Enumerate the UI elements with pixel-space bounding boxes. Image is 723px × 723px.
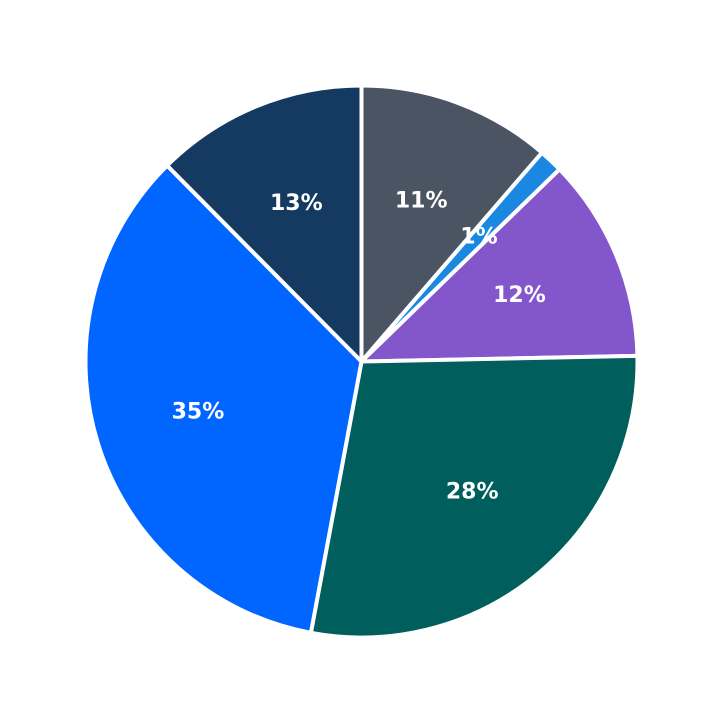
pie-slice-label-5: 35% [172,399,225,424]
pie-slices [83,83,640,640]
pie-slice-label-3: 12% [493,283,546,308]
pie-slice-label-1: 11% [395,189,448,214]
pie-labels: 11% 1% 12% 28% 35% 13% [172,189,546,505]
pie-slice-label-6: 13% [270,191,323,216]
pie-slice-5 [83,163,364,635]
pie-slice-label-4: 28% [446,480,499,505]
pie-slice-3 [359,167,640,364]
pie-slice-6 [165,83,364,364]
pie-slice-1 [359,83,544,364]
pie-slice-4 [308,353,640,640]
pie-slice-label-2: 1% [460,225,497,250]
